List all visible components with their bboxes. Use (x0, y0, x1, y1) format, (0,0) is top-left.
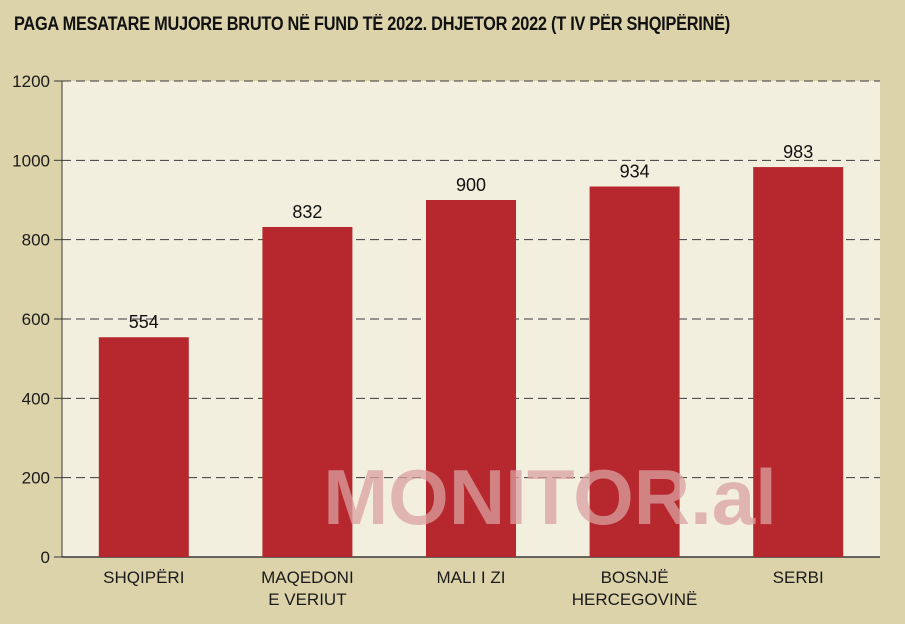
bar (426, 200, 516, 557)
watermark-text: MONITOR.al (323, 453, 777, 541)
y-tick-label: 0 (41, 548, 50, 567)
y-tick-label: 600 (22, 310, 50, 329)
category-label: MAQEDONI (261, 568, 354, 587)
bars (98, 167, 844, 557)
data-label: 554 (129, 312, 159, 332)
value-labels: 554 832 900 934 983 (129, 142, 813, 332)
chart-title: PAGA MESATARE MUJORE BRUTO NË FUND TË 20… (14, 14, 730, 35)
category-label: E VERIUT (268, 590, 346, 609)
category-label: HERCEGOVINË (572, 590, 698, 609)
y-tick-label: 400 (22, 389, 50, 408)
data-label: 983 (783, 142, 813, 162)
y-tick-label: 1200 (12, 72, 50, 91)
bar (98, 337, 189, 557)
data-label: 934 (620, 162, 650, 182)
category-label: MALI I ZI (437, 568, 506, 587)
category-labels: SHQIPËRI MAQEDONI E VERIUT MALI I ZI BOSNJË H… (103, 568, 824, 609)
y-tick-label: 1000 (12, 151, 50, 170)
category-label: BOSNJË (601, 568, 669, 587)
y-tick-label: 800 (22, 231, 50, 250)
category-label: SERBI (773, 568, 824, 587)
bar (753, 167, 844, 557)
category-label: SHQIPËRI (103, 568, 184, 587)
y-tick-label: 200 (22, 469, 50, 488)
y-axis-ticks: 0 200 400 600 800 1000 1200 (12, 72, 50, 567)
data-label: 900 (456, 175, 486, 195)
data-label: 832 (292, 202, 322, 222)
bar (589, 186, 680, 557)
bar (262, 226, 353, 557)
